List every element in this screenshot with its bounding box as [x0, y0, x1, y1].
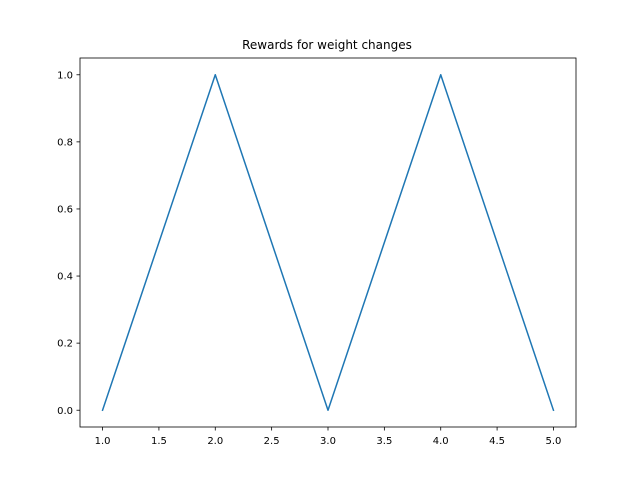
x-tick-label: 3.5: [376, 436, 392, 447]
y-tick-label: 0.6: [57, 205, 73, 216]
x-tick-label: 1.5: [151, 436, 167, 447]
y-tick-label: 0.2: [57, 339, 73, 350]
y-tick-label: 0.0: [57, 406, 73, 417]
x-tick-label: 4.5: [489, 436, 505, 447]
x-tick-label: 3.0: [320, 436, 336, 447]
y-tick-label: 1.0: [57, 70, 73, 81]
chart-title: Rewards for weight changes: [242, 38, 412, 52]
x-tick-label: 1.0: [95, 436, 111, 447]
x-tick-label: 4.0: [433, 436, 449, 447]
y-tick-label: 0.8: [57, 137, 73, 148]
y-tick-label: 0.4: [57, 272, 73, 283]
x-tick-label: 2.5: [264, 436, 280, 447]
x-tick-label: 5.0: [546, 436, 562, 447]
x-tick-label: 2.0: [207, 436, 223, 447]
